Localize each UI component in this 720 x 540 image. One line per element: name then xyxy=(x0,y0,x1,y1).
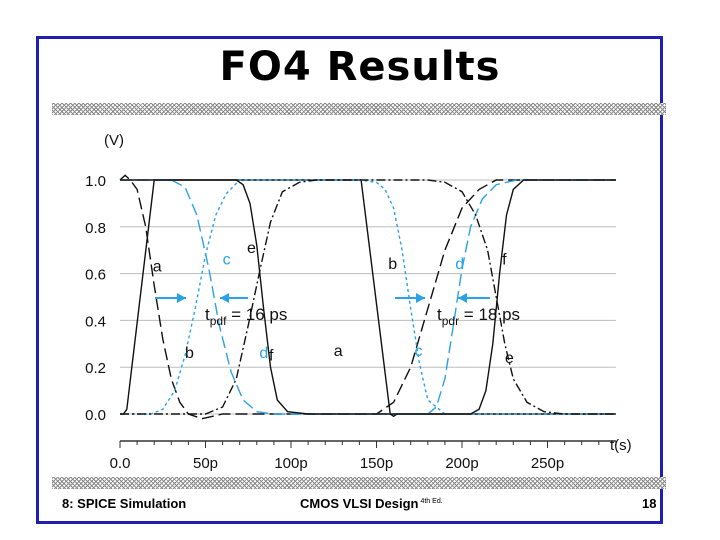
x-tick-label: 250p xyxy=(531,455,564,472)
x-axis-label: t(s) xyxy=(610,437,632,454)
y-tick-label: 0.8 xyxy=(85,220,106,237)
label-layer: a a b b c c d d e e f f xyxy=(153,240,514,367)
series-d-label: d xyxy=(259,345,268,362)
series-f-label: f xyxy=(269,348,274,365)
series-a-label: a xyxy=(153,259,162,276)
series-e-label: e xyxy=(505,350,514,367)
y-tick-label: 0.0 xyxy=(85,407,106,424)
annotation-arrow-head xyxy=(458,293,467,303)
x-tick-label: 50p xyxy=(193,455,218,472)
series-a-line xyxy=(120,179,616,418)
x-tick-label: 150p xyxy=(360,455,393,472)
series-layer xyxy=(119,174,616,420)
slide-frame xyxy=(36,36,663,524)
series-d-line xyxy=(120,179,616,415)
series-e-label: e xyxy=(247,240,256,257)
series-d-label: d xyxy=(455,256,464,273)
annotation-arrow-head xyxy=(416,293,425,303)
axis-layer: 0.0 0.2 0.4 0.6 0.8 1.0 (V) 0.0 50p 100p 150p 200p 2… xyxy=(85,132,632,472)
top-hatch-divider xyxy=(52,103,666,115)
y-tick-label: 0.4 xyxy=(85,313,106,330)
footer-edition: 4th Ed. xyxy=(420,497,443,505)
page-number: 18 xyxy=(642,496,657,511)
y-tick-label: 0.6 xyxy=(85,267,106,284)
series-c-line xyxy=(120,179,616,415)
slide-title: FO4 Results xyxy=(219,44,501,90)
series-b-label: b xyxy=(388,256,397,273)
annotation-arrow-head xyxy=(177,293,186,303)
series-f-label: f xyxy=(502,252,507,269)
annotation-layer: tpdf = 16 ps tpdr = 18 ps xyxy=(155,293,520,328)
series-b-label: b xyxy=(185,345,194,362)
bottom-hatch-divider xyxy=(52,477,666,489)
series-e-line xyxy=(120,179,616,415)
x-tick-label: 100p xyxy=(274,455,307,472)
series-b-line xyxy=(119,174,616,420)
grid-layer xyxy=(120,179,616,415)
x-tick-label: 0.0 xyxy=(110,455,131,472)
footer-course-title: CMOS VLSI Design xyxy=(300,496,419,511)
series-c-label: c xyxy=(415,343,423,360)
series-a-label: a xyxy=(334,343,343,360)
x-tick-label: 200p xyxy=(445,455,478,472)
annotation-arrow-head xyxy=(220,293,229,303)
y-tick-label: 0.2 xyxy=(85,360,106,377)
y-tick-label: 1.0 xyxy=(85,173,106,190)
series-c-label: c xyxy=(223,252,231,269)
footer-course: CMOS VLSI Design 4th Ed. xyxy=(300,496,443,511)
annotation-label: tpdr = 18 ps xyxy=(437,305,520,328)
annotation-label: tpdf = 16 ps xyxy=(205,305,287,328)
series-f-line xyxy=(120,179,616,415)
y-axis-label: (V) xyxy=(104,132,124,149)
footer-chapter: 8: SPICE Simulation xyxy=(62,496,187,511)
